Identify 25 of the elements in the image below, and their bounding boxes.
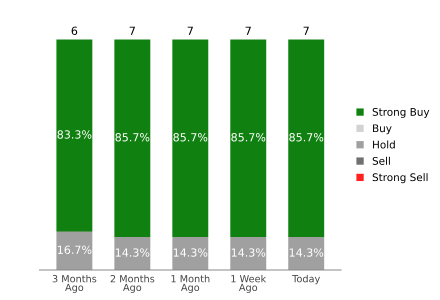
- data-label: 85.7%: [115, 133, 150, 142]
- annotation: 7: [304, 26, 309, 35]
- legend-label: Sell: [372, 156, 390, 165]
- data-label: 14.3%: [116, 248, 150, 257]
- data-label: 83.3%: [57, 130, 92, 139]
- data-label: 85.7%: [289, 133, 324, 142]
- x-tick-label: 2 Months Ago: [110, 274, 154, 293]
- data-label: 85.7%: [231, 133, 266, 142]
- x-tick-label: 1 Week Ago: [231, 274, 266, 293]
- data-label: 14.3%: [174, 248, 208, 257]
- legend-label: Strong Sell: [372, 173, 428, 184]
- annotation: 6: [72, 26, 78, 35]
- x-tick-label: 1 Month Ago: [171, 274, 210, 293]
- legend-label: Hold: [373, 140, 395, 149]
- data-label: 85.7%: [173, 133, 208, 142]
- data-label: 14.3%: [232, 248, 266, 257]
- x-tick-label: Today: [292, 274, 320, 284]
- annotation: 7: [188, 26, 193, 35]
- annotation: 7: [246, 26, 251, 35]
- legend-label: Strong Buy: [372, 108, 430, 118]
- annotation: 7: [130, 26, 135, 35]
- data-label: 16.7%: [58, 246, 92, 254]
- legend-label: Buy: [373, 124, 392, 134]
- data-label: 14.3%: [290, 248, 324, 257]
- x-tick-label: 3 Months Ago: [52, 274, 96, 293]
